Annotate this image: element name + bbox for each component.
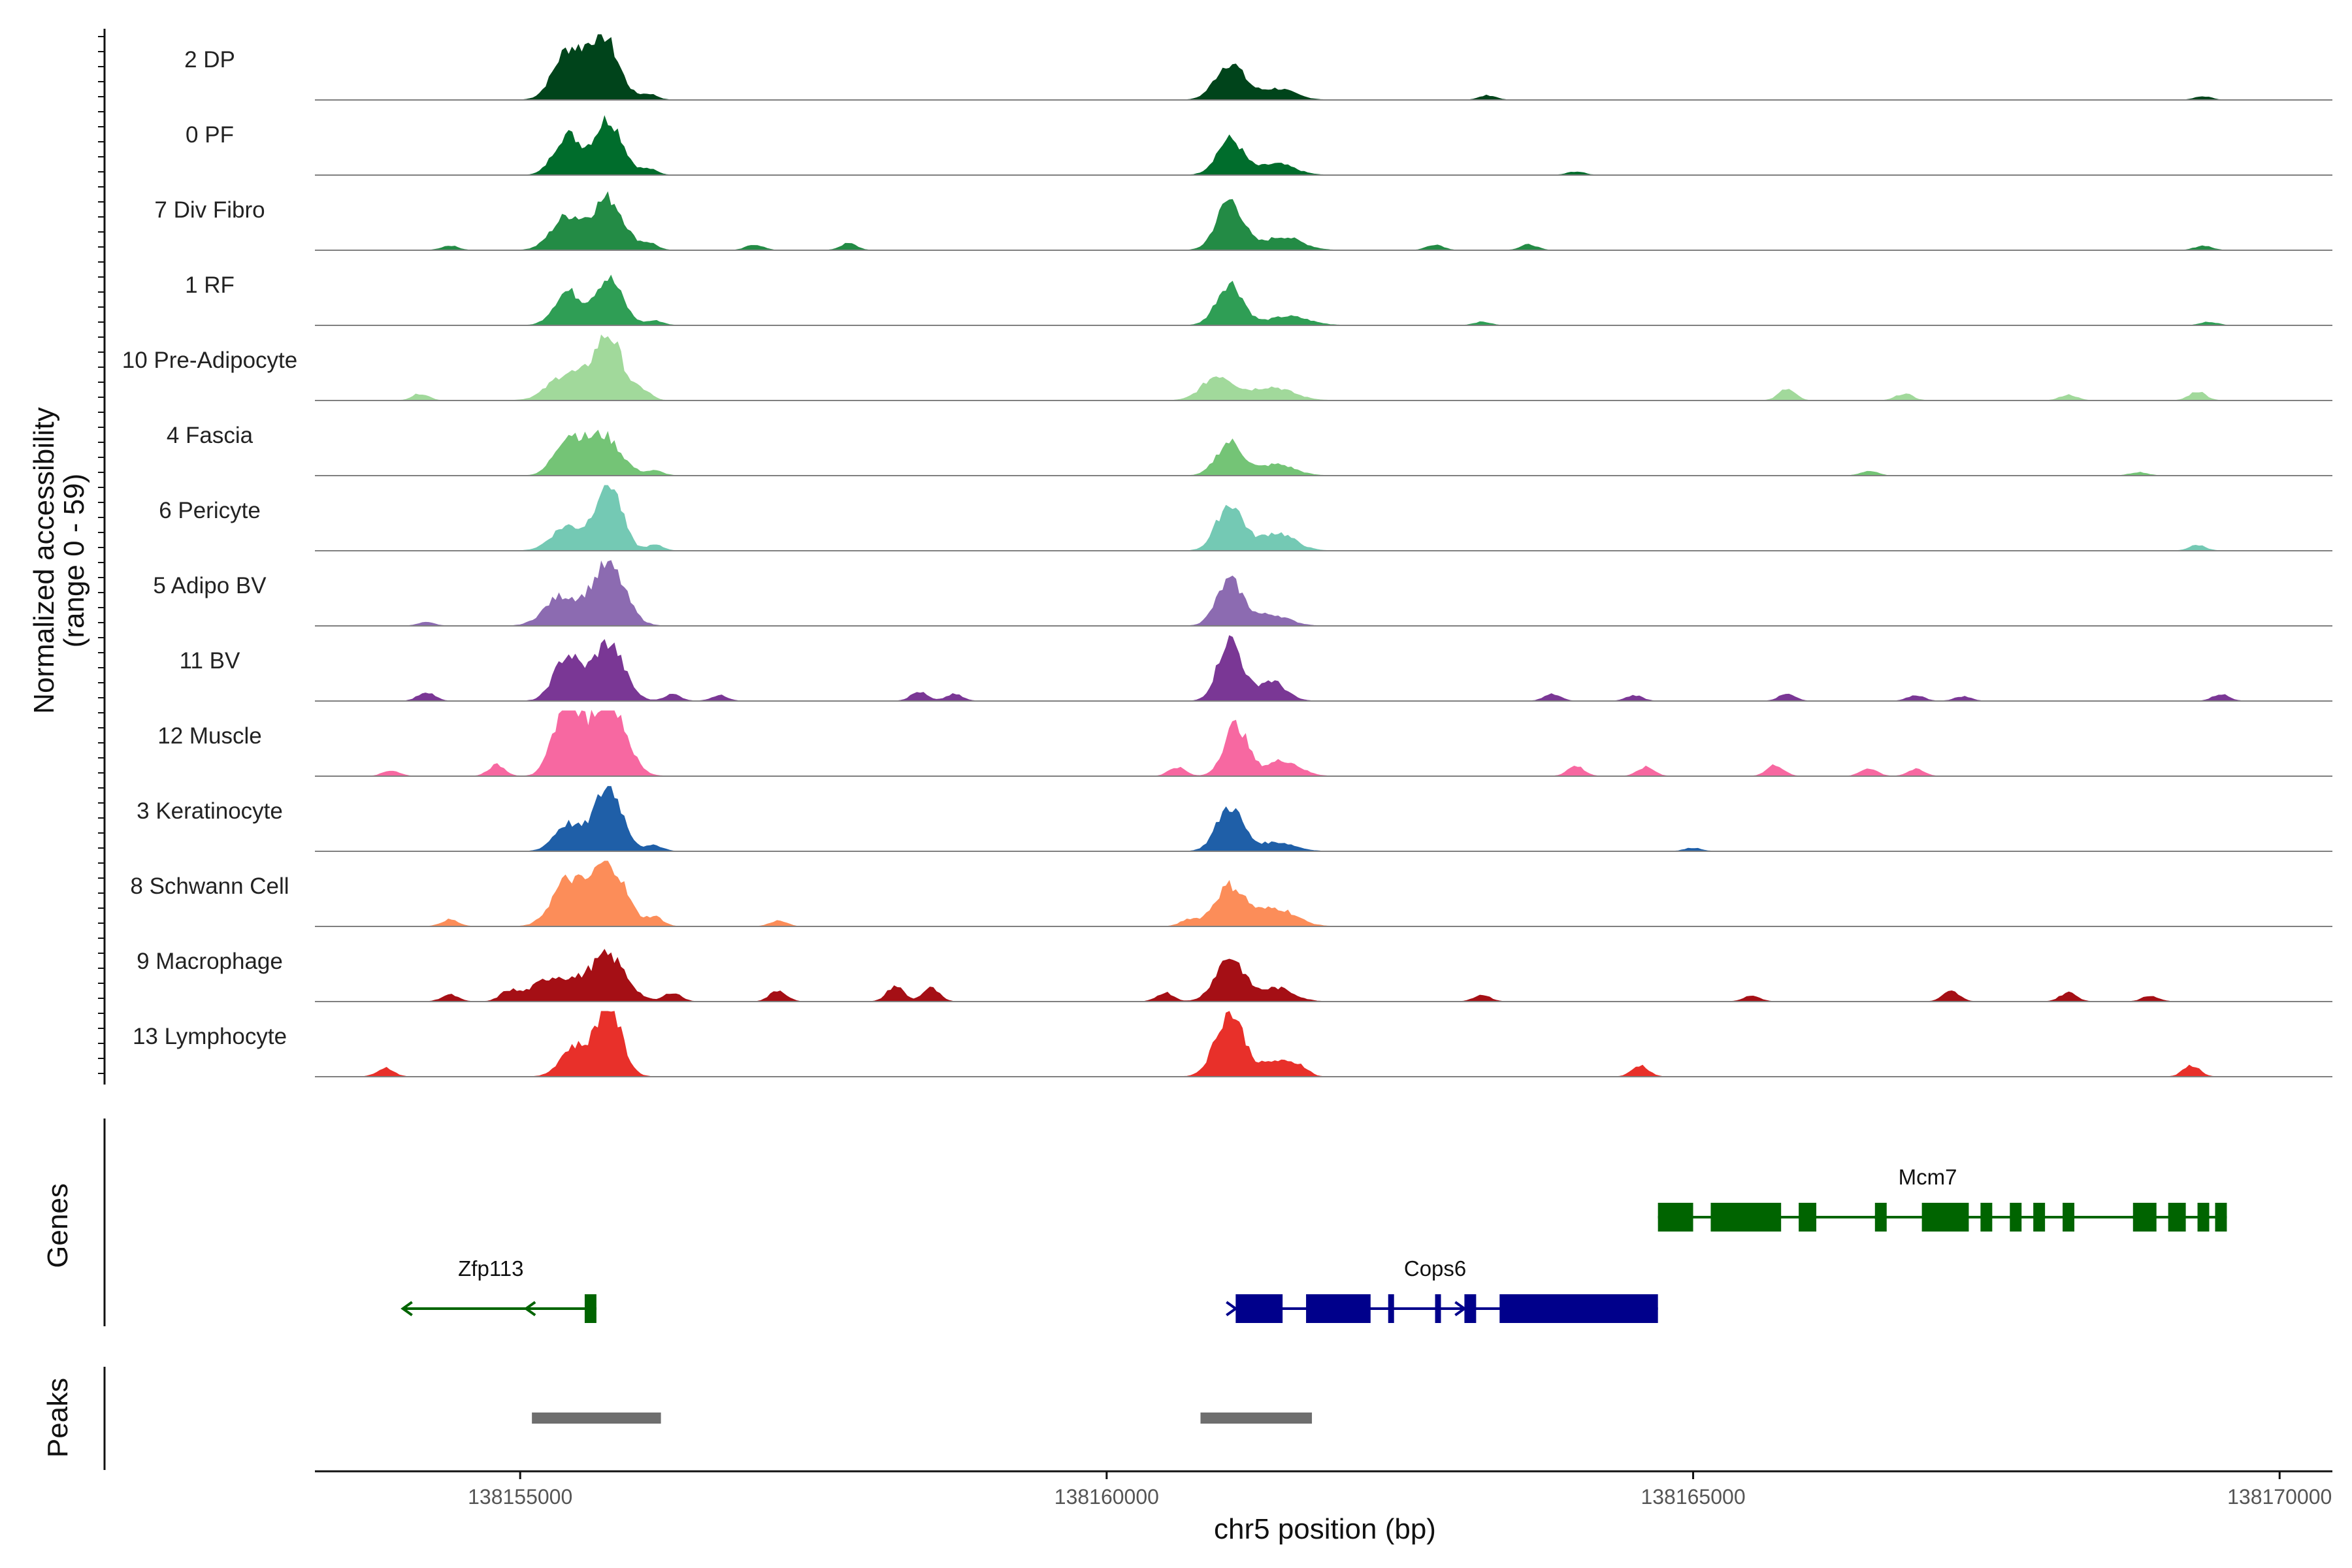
gene-label: Zfp113	[458, 1256, 523, 1281]
coverage-area	[315, 560, 2332, 627]
track-4-fascia: 4 Fascia	[167, 423, 2332, 476]
strand-arrow	[523, 1301, 536, 1316]
gene-exon	[2132, 1203, 2157, 1232]
gene-exon	[1464, 1294, 1477, 1323]
gene-exon	[1921, 1203, 1969, 1232]
gene-exon	[1799, 1203, 1817, 1232]
coverage-area	[315, 635, 2332, 702]
coverage-area	[315, 786, 2332, 852]
track-3-keratinocyte: 3 Keratinocyte	[137, 786, 2332, 852]
track-12-muscle: 12 Muscle	[157, 710, 2332, 777]
gene-mcm7: Mcm7	[1658, 1165, 2227, 1232]
track-label: 13 Lymphocyte	[133, 1024, 287, 1049]
track-label: 2 DP	[184, 47, 235, 73]
gene-exon	[1980, 1203, 1993, 1232]
track-7-div-fibro: 7 Div Fibro	[154, 191, 2332, 251]
gene-label: Mcm7	[1899, 1165, 1957, 1189]
gene-exon	[2168, 1203, 2186, 1232]
track-label: 3 Keratinocyte	[137, 798, 283, 824]
coverage-area	[315, 1011, 2332, 1077]
genes-track: Zfp113 Cops6 Mcm7	[103, 1119, 2227, 1326]
track-2-dp: 2 DP	[184, 34, 2332, 101]
track-1-rf: 1 RF	[185, 272, 2332, 326]
y-axis-title: Normalized accessibility	[28, 407, 60, 713]
gene-exon	[1235, 1294, 1283, 1323]
coverage-area	[315, 429, 2332, 476]
coverage-area	[315, 485, 2332, 551]
gene-cops6: Cops6	[1226, 1256, 1658, 1323]
x-axis: 138155000 138160000 138165000 138170000	[315, 1470, 2332, 1509]
x-tick-label: 138155000	[468, 1485, 572, 1509]
gene-exon	[1306, 1294, 1371, 1323]
track-5-adipo-bv: 5 Adipo BV	[153, 560, 2332, 627]
peaks-track-label: Peaks	[42, 1378, 74, 1458]
coverage-area	[315, 334, 2332, 401]
strand-arrow	[400, 1301, 413, 1316]
track-9-macrophage: 9 Macrophage	[137, 949, 2332, 1002]
x-axis-title: chr5 position (bp)	[1214, 1513, 1436, 1545]
strand-arrow	[1226, 1301, 1238, 1316]
gene-exon	[1710, 1203, 1782, 1232]
strand-arrow	[1872, 1209, 1885, 1225]
track-0-pf: 0 PF	[186, 115, 2332, 176]
track-label: 5 Adipo BV	[153, 573, 267, 598]
gene-exon	[1658, 1203, 1693, 1232]
gene-exon	[2197, 1203, 2210, 1232]
coverage-area	[315, 34, 2332, 101]
track-label: 8 Schwann Cell	[130, 874, 289, 899]
gene-zfp113: Zfp113	[400, 1256, 596, 1323]
coverage-area	[315, 860, 2332, 927]
gene-exon	[2010, 1203, 2022, 1232]
gene-exon	[2033, 1203, 2046, 1232]
coverage-area	[315, 949, 2332, 1002]
x-tick-label: 138170000	[2227, 1485, 2332, 1509]
track-label: 4 Fascia	[167, 423, 253, 448]
gene-label: Cops6	[1404, 1256, 1466, 1281]
strand-arrow	[1454, 1301, 1467, 1316]
accessibility-tracks: 2 DP 0 PF 7 Div Fibro 1 RF 10 Pre-Adipocyte 4…	[122, 34, 2332, 1077]
x-tick-label: 138160000	[1054, 1485, 1159, 1509]
gene-exon	[2063, 1203, 2075, 1232]
y-axis-range: (range 0 - 59)	[58, 474, 90, 648]
track-10-pre-adipocyte: 10 Pre-Adipocyte	[122, 334, 2332, 401]
track-label: 6 Pericyte	[159, 498, 261, 523]
coverage-area	[315, 710, 2332, 777]
track-y-axis	[98, 29, 106, 1085]
peak-region	[532, 1413, 661, 1424]
gene-exon	[584, 1294, 596, 1323]
gene-exon	[1435, 1294, 1441, 1323]
track-label: 0 PF	[186, 122, 234, 148]
track-label: 10 Pre-Adipocyte	[122, 348, 297, 373]
strand-arrow	[2131, 1209, 2143, 1225]
gene-exon	[2215, 1203, 2227, 1232]
track-label: 12 Muscle	[157, 723, 262, 749]
gene-exon	[1874, 1203, 1887, 1232]
gene-exon	[1499, 1294, 1658, 1323]
track-label: 9 Macrophage	[137, 949, 283, 974]
peaks-track	[103, 1367, 1313, 1470]
x-tick-label: 138165000	[1641, 1485, 1745, 1509]
genes-track-label: Genes	[42, 1183, 74, 1268]
coverage-area	[315, 115, 2332, 176]
track-label: 1 RF	[185, 272, 235, 298]
track-label: 7 Div Fibro	[154, 197, 265, 223]
coverage-area	[315, 274, 2332, 326]
coverage-area	[315, 191, 2332, 251]
track-label: 11 BV	[180, 648, 240, 674]
gene-exon	[1388, 1294, 1394, 1323]
track-6-pericyte: 6 Pericyte	[159, 485, 2332, 551]
track-8-schwann-cell: 8 Schwann Cell	[130, 860, 2332, 927]
track-13-lymphocyte: 13 Lymphocyte	[133, 1011, 2332, 1077]
track-11-bv: 11 BV	[180, 635, 2332, 702]
peak-region	[1200, 1413, 1313, 1424]
